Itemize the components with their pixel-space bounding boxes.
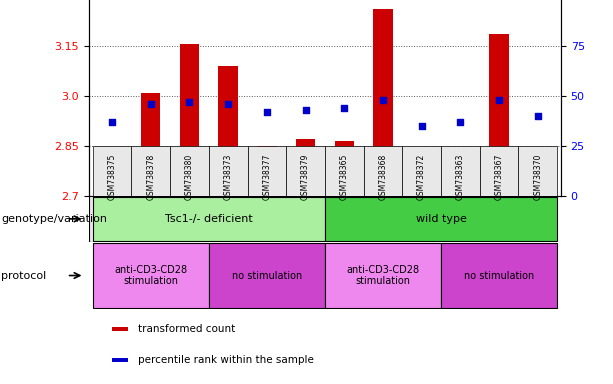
Bar bbox=[451, 187, 470, 196]
Point bbox=[494, 97, 504, 103]
Bar bbox=[364, 146, 402, 196]
Bar bbox=[402, 146, 441, 196]
Bar bbox=[131, 146, 170, 196]
Text: Tsc1-/- deficient: Tsc1-/- deficient bbox=[165, 214, 253, 224]
Bar bbox=[113, 327, 128, 331]
Bar bbox=[93, 197, 325, 241]
Bar bbox=[141, 93, 161, 196]
Bar bbox=[257, 146, 276, 196]
Bar bbox=[286, 146, 325, 196]
Point bbox=[417, 123, 427, 129]
Text: GSM738368: GSM738368 bbox=[378, 154, 387, 200]
Bar bbox=[519, 146, 557, 196]
Bar bbox=[93, 243, 209, 308]
Text: GSM738367: GSM738367 bbox=[495, 154, 503, 200]
Bar bbox=[325, 197, 557, 241]
Point bbox=[300, 107, 310, 113]
Bar bbox=[489, 35, 509, 196]
Bar bbox=[412, 192, 432, 196]
Bar bbox=[180, 45, 199, 196]
Text: transformed count: transformed count bbox=[139, 324, 235, 334]
Point bbox=[533, 113, 543, 119]
Text: GSM738379: GSM738379 bbox=[301, 154, 310, 200]
Text: GSM738373: GSM738373 bbox=[224, 154, 233, 200]
Text: GSM738377: GSM738377 bbox=[262, 154, 272, 200]
Bar bbox=[296, 139, 315, 196]
Text: GSM738363: GSM738363 bbox=[456, 154, 465, 200]
Bar bbox=[325, 243, 441, 308]
Bar bbox=[113, 358, 128, 362]
Text: wild type: wild type bbox=[416, 214, 466, 224]
Bar bbox=[209, 243, 325, 308]
Text: anti-CD3-CD28
stimulation: anti-CD3-CD28 stimulation bbox=[114, 265, 188, 286]
Point bbox=[107, 119, 117, 125]
Point bbox=[146, 101, 156, 107]
Bar bbox=[335, 141, 354, 196]
Bar bbox=[441, 243, 557, 308]
Bar bbox=[209, 146, 248, 196]
Text: no stimulation: no stimulation bbox=[464, 270, 534, 281]
Text: GSM738372: GSM738372 bbox=[417, 154, 426, 200]
Text: GSM738380: GSM738380 bbox=[185, 154, 194, 200]
Bar bbox=[325, 146, 364, 196]
Text: GSM738378: GSM738378 bbox=[147, 154, 155, 200]
Text: anti-CD3-CD28
stimulation: anti-CD3-CD28 stimulation bbox=[346, 265, 419, 286]
Point bbox=[378, 97, 388, 103]
Text: genotype/variation: genotype/variation bbox=[1, 214, 107, 224]
Bar bbox=[528, 155, 547, 196]
Bar bbox=[93, 146, 131, 196]
Text: GSM738365: GSM738365 bbox=[340, 154, 349, 200]
Bar bbox=[373, 10, 392, 196]
Point bbox=[340, 105, 349, 111]
Bar bbox=[102, 156, 122, 196]
Bar bbox=[248, 146, 286, 196]
Point bbox=[262, 109, 272, 115]
Bar bbox=[441, 146, 479, 196]
Bar bbox=[218, 66, 238, 196]
Text: percentile rank within the sample: percentile rank within the sample bbox=[139, 355, 314, 365]
Text: no stimulation: no stimulation bbox=[232, 270, 302, 281]
Text: GSM738375: GSM738375 bbox=[108, 154, 116, 200]
Point bbox=[455, 119, 465, 125]
Bar bbox=[170, 146, 209, 196]
Bar bbox=[479, 146, 519, 196]
Point bbox=[223, 101, 233, 107]
Text: GSM738370: GSM738370 bbox=[533, 154, 542, 200]
Point bbox=[185, 99, 194, 105]
Text: protocol: protocol bbox=[1, 270, 47, 281]
